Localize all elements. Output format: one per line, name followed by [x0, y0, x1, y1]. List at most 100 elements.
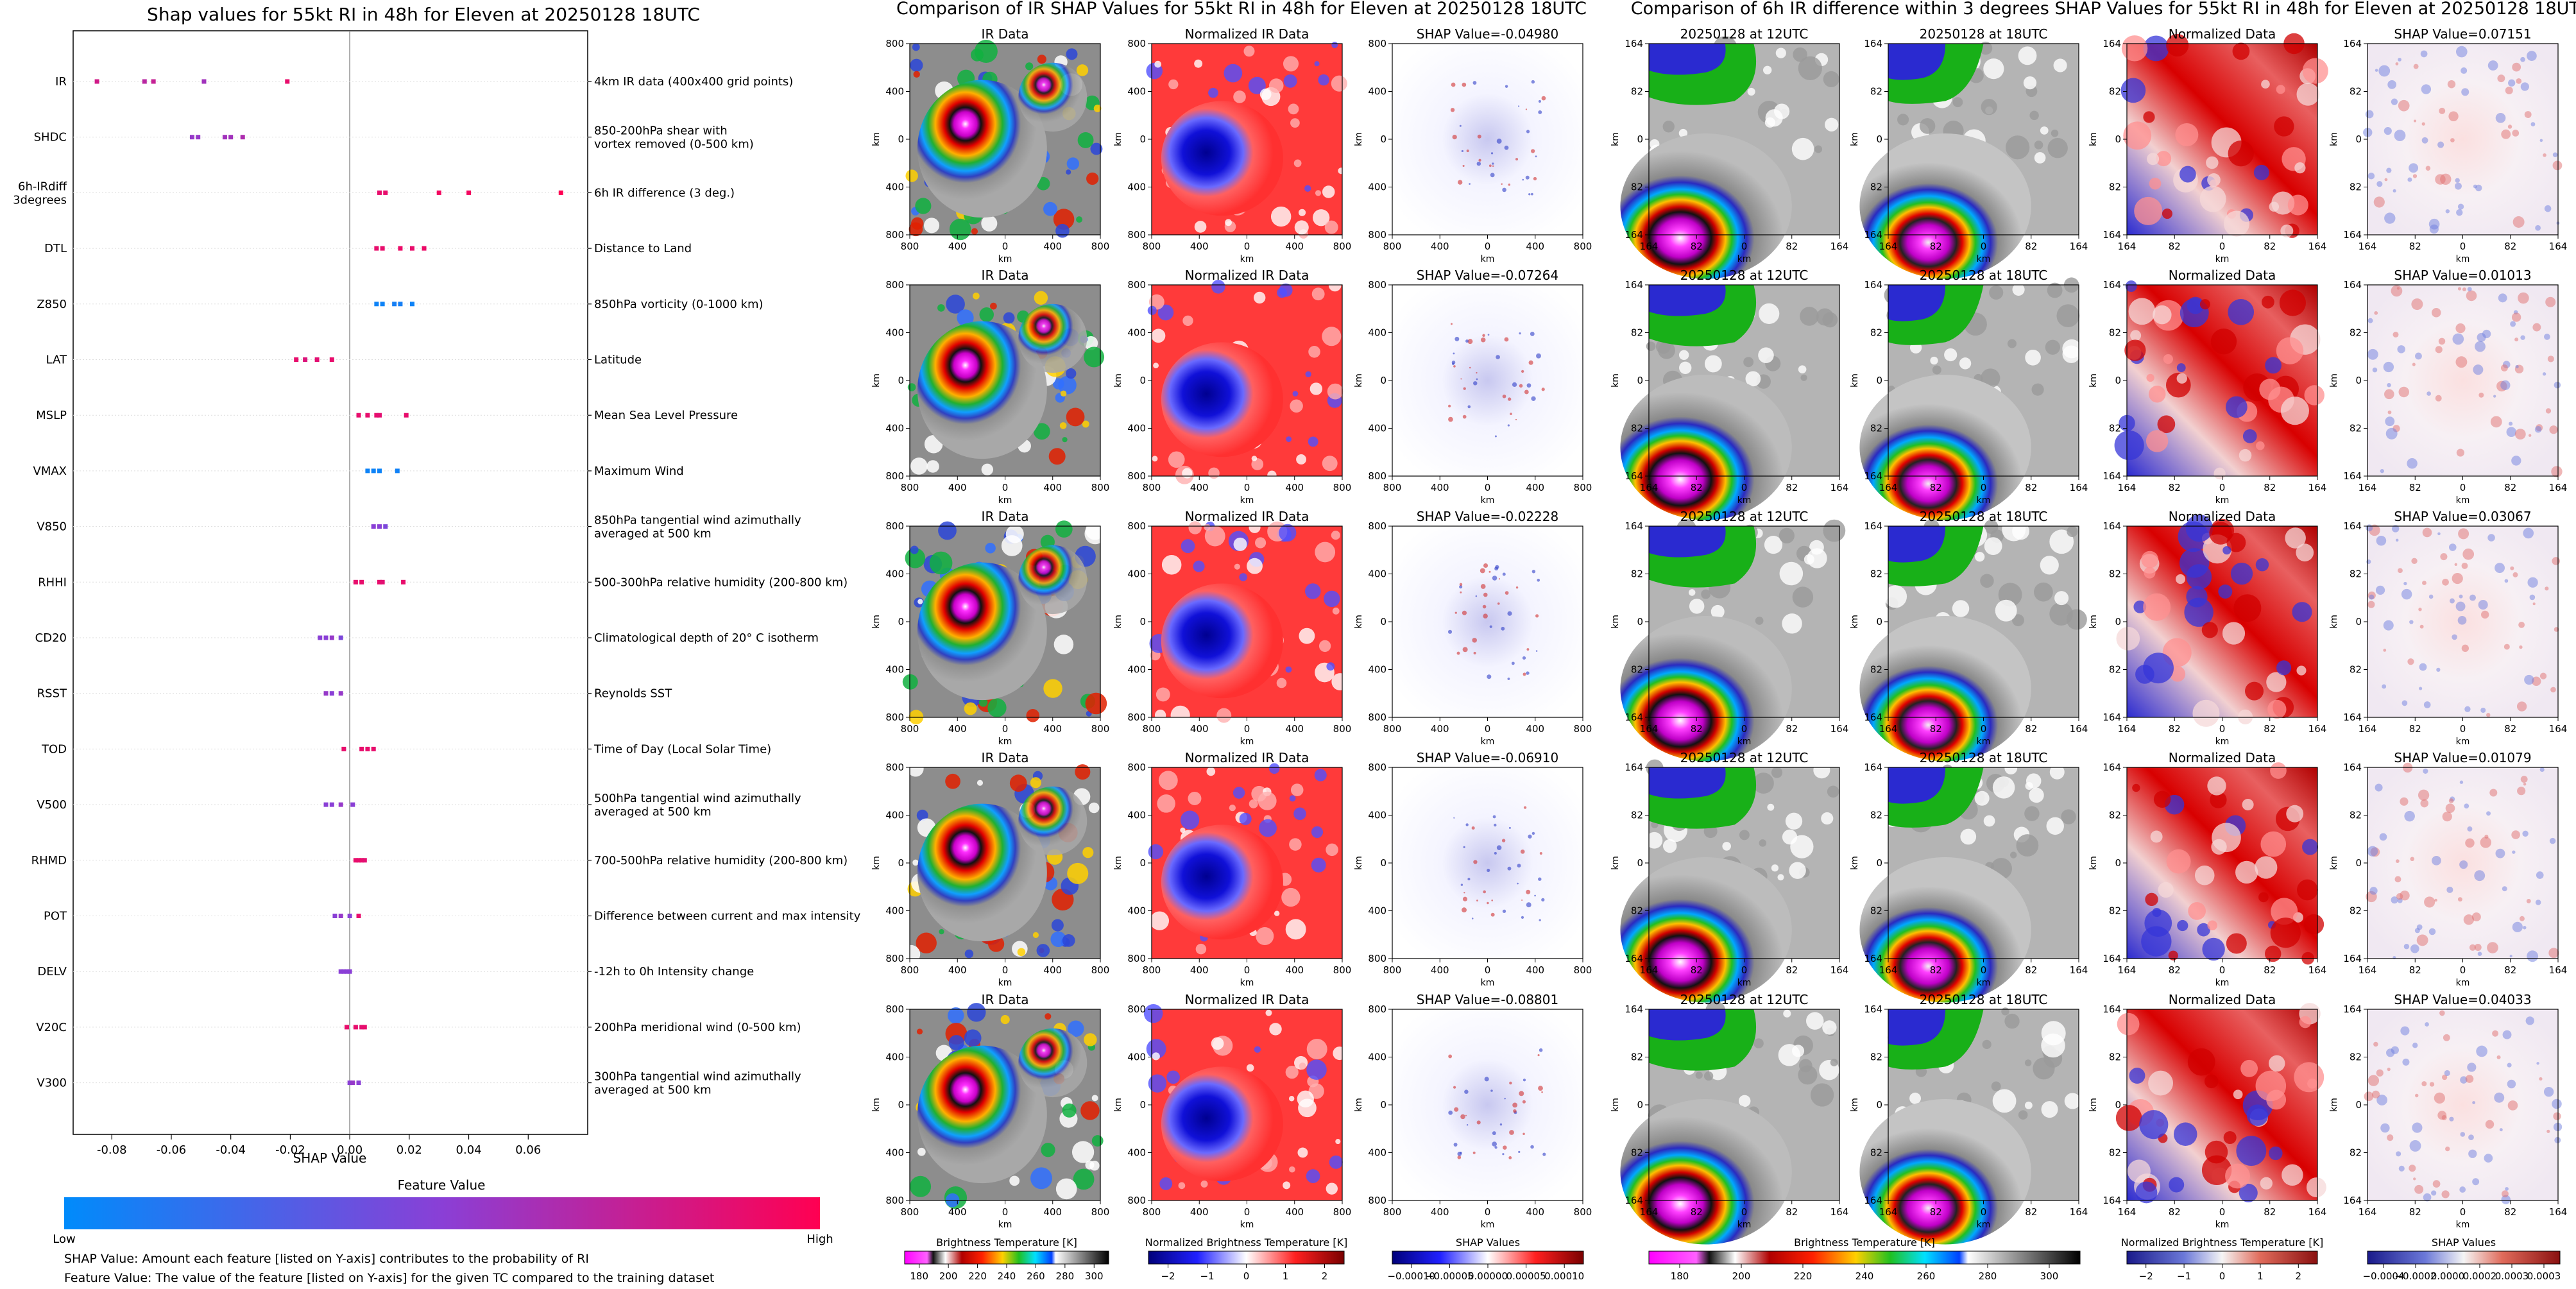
dshap-speck	[2552, 160, 2563, 171]
feature-desc-line: 850-200hPa shear with	[594, 124, 728, 138]
shap-speck	[1464, 1089, 1469, 1094]
dshap-speck	[2486, 811, 2491, 816]
normd-blob	[2127, 1159, 2151, 1183]
dshap-speck	[2512, 130, 2520, 137]
dshap-speck	[2515, 364, 2519, 369]
shap-speck	[1511, 662, 1515, 665]
dshap-speck	[2505, 86, 2513, 95]
colorbar: SHAP Values−0.0004−0.00020.00000.00020.0…	[2362, 1236, 2561, 1282]
dshap-speck	[2457, 897, 2462, 902]
shap-point	[395, 468, 400, 474]
x-tick-label: -0.08	[97, 1143, 127, 1157]
normd-blob	[2185, 514, 2213, 542]
feature-row: DTL Distance to Land	[44, 242, 692, 255]
norm-blob	[1318, 640, 1331, 653]
panel-y-tick-label: 82	[1631, 810, 1643, 821]
shap-point	[329, 691, 334, 696]
zoom-cloud	[1782, 613, 1802, 634]
cloud-blob	[1053, 209, 1075, 230]
dshap-speck	[2431, 1190, 2437, 1196]
shap-speck	[1494, 567, 1499, 571]
shap-speck	[1459, 124, 1462, 127]
zoom-cloud	[1783, 1009, 1791, 1018]
zoom-cloud	[2040, 556, 2059, 575]
feature-row: V20C 200hPa meridional wind (0-500 km)	[36, 1021, 801, 1034]
norm-blob	[1256, 927, 1274, 946]
cloud-blob	[1048, 448, 1066, 465]
cloud-blob	[1037, 55, 1046, 64]
normd-blob	[2187, 1048, 2215, 1076]
dshap-speck	[2412, 1122, 2423, 1133]
panel-x-tick-label: 164	[2549, 241, 2568, 252]
panel-title: Normalized IR Data	[1185, 509, 1309, 524]
panel-x-tick-label: 164	[1879, 723, 1898, 735]
panel-x-tick-label: 164	[1640, 723, 1659, 735]
panel-x-tick-label: 800	[1574, 482, 1592, 493]
shap-speck	[1507, 866, 1512, 871]
cloud-blob	[1055, 223, 1070, 238]
norm-blob	[1148, 294, 1164, 310]
panel-x-label: km	[2215, 495, 2230, 506]
panel-y-tick-label: 400	[1127, 810, 1146, 821]
norm-blob	[1255, 537, 1267, 549]
norm-blob	[1299, 627, 1315, 644]
norm-blob	[1279, 283, 1293, 297]
cloud-blob	[1084, 1033, 1097, 1046]
zoom-cloud	[1759, 839, 1767, 847]
dshap-speck	[2393, 189, 2396, 193]
feature-row: RSST Reynolds SST	[37, 687, 673, 701]
panel-x-tick-label: 82	[2504, 964, 2516, 976]
colorbar-tick-label: 0.0002	[2463, 1270, 2497, 1282]
dshap-speck	[2509, 955, 2512, 958]
panel-x-tick-label: 800	[1574, 1206, 1592, 1218]
dshap-speck	[2373, 196, 2385, 208]
panel-y-tick-label: 164	[2343, 520, 2362, 532]
feature-desc-label: 500hPa tangential wind azimuthally averag…	[594, 792, 801, 819]
shap-speck	[1460, 1114, 1465, 1120]
dshap-speck	[2445, 803, 2455, 813]
zoom-cloud	[1703, 1071, 1714, 1081]
panel-y-tick-label: 800	[885, 470, 904, 482]
shap-speck	[1453, 352, 1455, 355]
shap-point	[201, 79, 207, 84]
norm-blob	[1178, 1182, 1186, 1190]
panel-y-tick-label: 82	[2350, 327, 2362, 339]
zoom-cloud	[2024, 1059, 2032, 1066]
panel-title: 20250128 at 12UTC	[1680, 509, 1809, 524]
dshap-speck	[2384, 212, 2396, 224]
zoom-cloud	[2033, 1057, 2055, 1080]
cloud-blob	[1076, 64, 1089, 76]
shap-speck	[1492, 576, 1497, 581]
norm-blob	[1286, 436, 1292, 442]
convective-cell	[1018, 62, 1088, 132]
shap-speck	[1523, 806, 1527, 809]
shap-speck	[1456, 651, 1460, 655]
panel-y-tick-label: 800	[1127, 1003, 1146, 1015]
norm-blob	[1297, 1090, 1314, 1107]
shap-speck	[1476, 900, 1478, 901]
dshap-speck	[2400, 1026, 2410, 1036]
zoom-cloud	[1767, 803, 1775, 811]
panel-x-tick-label: 164	[1830, 964, 1849, 976]
normd-blob	[2201, 622, 2218, 638]
dshap-speck	[2511, 830, 2520, 839]
dshap-speck	[2376, 1095, 2387, 1105]
shap-x-label: SHAP Value	[293, 1150, 367, 1166]
panel-x-tick-label: 0	[2460, 482, 2466, 493]
eyewall	[1620, 133, 1792, 279]
normd-blob	[2270, 918, 2301, 948]
panel-x-tick-label: 0	[1741, 482, 1748, 493]
panel-x-tick-label: 800	[901, 723, 919, 735]
norm-blob	[1247, 558, 1263, 574]
norm-blob	[1159, 1177, 1173, 1190]
norm-blob	[1290, 399, 1303, 413]
shap-speck	[1496, 139, 1502, 144]
dshap-speck	[2511, 312, 2521, 322]
zoom-cloud	[2023, 76, 2037, 90]
panel-title: Normalized Data	[2169, 26, 2276, 42]
dshap-speck	[2452, 634, 2457, 640]
